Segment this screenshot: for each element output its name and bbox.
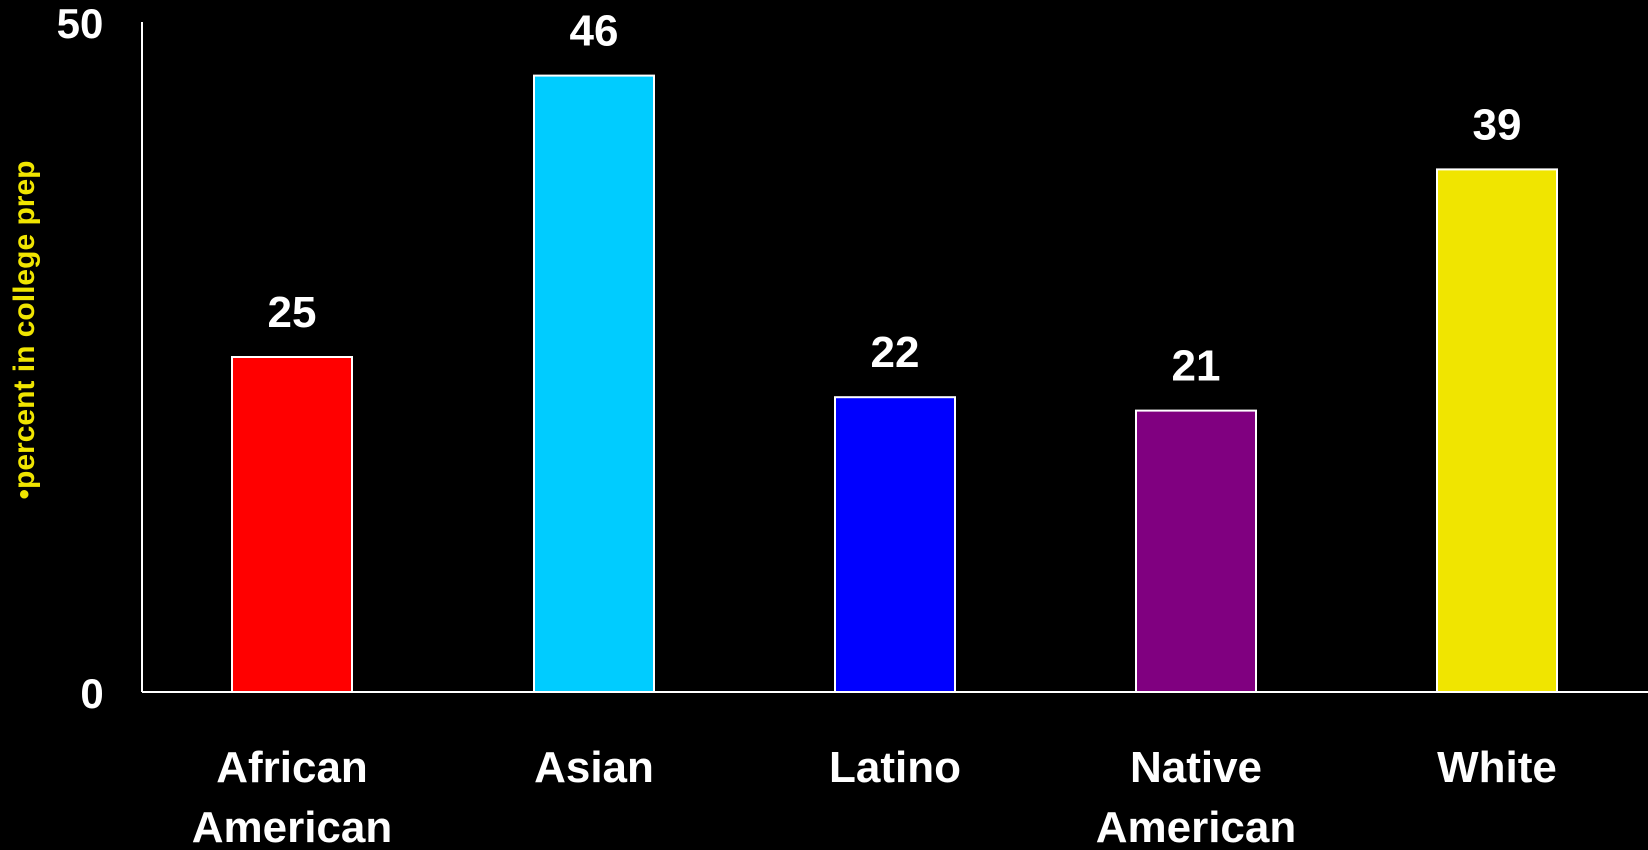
y-tick-label-top: 50 xyxy=(57,0,104,47)
bar-value-label-2: 22 xyxy=(871,328,920,377)
category-label-4-line-0: White xyxy=(1437,743,1557,792)
bar-1 xyxy=(533,74,655,694)
bar-0 xyxy=(231,356,353,693)
y-axis-title: •percent in college prep xyxy=(8,161,41,500)
y-tick-label-bottom: 0 xyxy=(80,670,103,717)
bar-4 xyxy=(1436,168,1558,693)
category-label-0-line-1: American xyxy=(192,803,393,850)
value-labels-group: 25 46 22 21 39 xyxy=(268,7,1522,391)
category-label-3-line-1: American xyxy=(1096,803,1297,850)
category-label-2-line-0: Latino xyxy=(829,743,961,792)
axes: 50 0 •percent in college prep xyxy=(8,0,1648,717)
bar-value-label-4: 39 xyxy=(1473,100,1522,149)
bar-value-label-3: 21 xyxy=(1172,342,1221,391)
bar-value-label-0: 25 xyxy=(268,288,317,337)
bar-value-label-1: 46 xyxy=(570,7,619,56)
bar-2 xyxy=(834,396,956,693)
category-label-3-line-0: Native xyxy=(1130,743,1262,792)
bars-group xyxy=(231,74,1558,694)
bar-3 xyxy=(1135,409,1257,693)
category-label-0-line-0: African xyxy=(216,743,368,792)
category-label-1-line-0: Asian xyxy=(534,743,654,792)
category-labels-group: African American Asian Latino Native American… xyxy=(192,743,1557,850)
